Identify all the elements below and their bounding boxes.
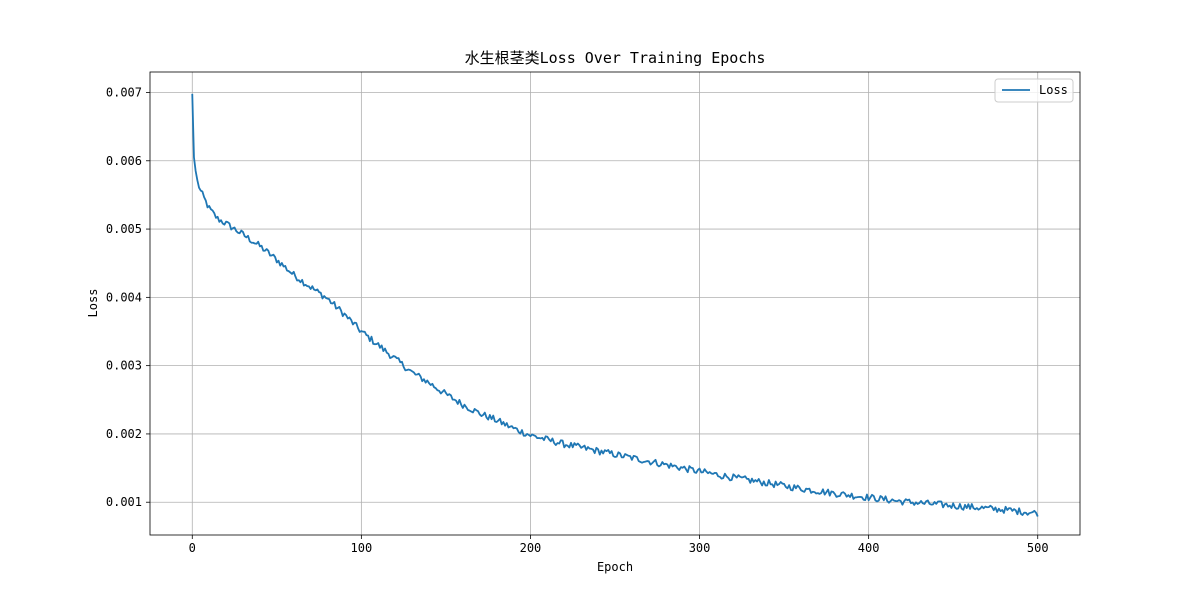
x-axis-ticks: 0 100 200 300 400 500: [189, 535, 1049, 555]
legend-label-loss: Loss: [1039, 83, 1068, 97]
y-tick-label: 0.007: [106, 85, 142, 99]
x-tick-label: 0: [189, 541, 196, 555]
series-line-loss: [191, 93, 1039, 517]
y-tick-label: 0.006: [106, 154, 142, 168]
y-tick-label: 0.001: [106, 495, 142, 509]
y-tick-label: 0.005: [106, 222, 142, 236]
x-tick-label: 100: [351, 541, 373, 555]
y-axis-label: Loss: [86, 289, 100, 318]
y-tick-label: 0.004: [106, 290, 142, 304]
y-tick-label: 0.002: [106, 427, 142, 441]
x-tick-label: 500: [1027, 541, 1049, 555]
y-axis-ticks: 0.001 0.002 0.003 0.004 0.005 0.006 0.007: [106, 85, 150, 509]
x-tick-label: 400: [858, 541, 880, 555]
y-tick-label: 0.003: [106, 359, 142, 373]
x-tick-label: 200: [520, 541, 542, 555]
legend-box: [994, 78, 1074, 103]
legend: Loss: [994, 78, 1074, 103]
x-tick-label: 300: [689, 541, 711, 555]
plot-frame: [149, 71, 1081, 536]
x-axis-label: Epoch: [597, 560, 633, 574]
series-layer: [191, 93, 1039, 517]
chart-title: 水生根茎类Loss Over Training Epochs: [465, 49, 766, 67]
